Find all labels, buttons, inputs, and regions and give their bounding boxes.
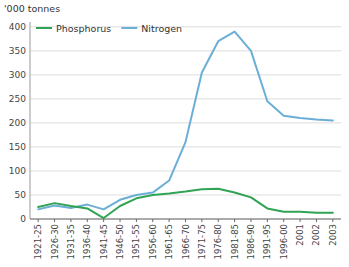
x-tick bbox=[70, 219, 71, 222]
x-tick bbox=[300, 219, 301, 222]
x-tick-label: 1936-40 bbox=[82, 224, 92, 260]
x-tick-label: 1991-95 bbox=[262, 224, 272, 260]
grid-line bbox=[30, 170, 341, 171]
x-tick-label: 1956-60 bbox=[148, 224, 158, 260]
y-tick-label: 250 bbox=[9, 94, 26, 104]
x-tick-label: 2002 bbox=[311, 224, 321, 246]
legend-label: Nitrogen bbox=[141, 23, 182, 34]
legend: Phosphorus Nitrogen bbox=[36, 23, 182, 34]
legend-label: Phosphorus bbox=[56, 23, 111, 34]
legend-swatch bbox=[121, 27, 137, 29]
legend-item: Phosphorus bbox=[36, 23, 111, 34]
x-tick-label: 1971-75 bbox=[197, 224, 207, 260]
x-tick bbox=[332, 219, 333, 222]
x-tick bbox=[38, 219, 39, 222]
x-tick bbox=[54, 219, 55, 222]
x-tick bbox=[201, 219, 202, 222]
x-tick bbox=[120, 219, 121, 222]
lines bbox=[38, 32, 333, 218]
x-tick-label: 1951-55 bbox=[131, 224, 141, 260]
x-tick bbox=[316, 219, 317, 222]
grid-line bbox=[30, 122, 341, 123]
series-line bbox=[38, 189, 333, 218]
y-axis-line bbox=[30, 22, 31, 219]
x-tick-label: 1926-30 bbox=[50, 224, 60, 260]
y-tick-label: 400 bbox=[9, 22, 26, 32]
grid-line bbox=[30, 146, 341, 147]
x-tick-label: 1981-85 bbox=[230, 224, 240, 260]
x-tick bbox=[250, 219, 251, 222]
x-tick-label: 1986-90 bbox=[246, 224, 256, 260]
x-tick bbox=[234, 219, 235, 222]
x-tick-label: 1946-50 bbox=[115, 224, 125, 260]
grid-line bbox=[30, 98, 341, 99]
chart: 0 50 100 150 200 250 300 350 400 1921-25 1926-30 19… bbox=[0, 0, 349, 267]
x-tick-label: 1996-00 bbox=[279, 224, 289, 260]
y-tick-label: 100 bbox=[9, 166, 26, 176]
grid-line bbox=[30, 194, 341, 195]
x-tick bbox=[169, 219, 170, 222]
legend-swatch bbox=[36, 27, 52, 29]
y-tick-label: 50 bbox=[15, 190, 27, 200]
x-tick bbox=[185, 219, 186, 222]
x-tick bbox=[87, 219, 88, 222]
x-tick bbox=[267, 219, 268, 222]
x-tick-label: 1921-25 bbox=[33, 224, 43, 260]
y-tick-label: 150 bbox=[9, 142, 26, 152]
y-tick-label: 200 bbox=[9, 118, 26, 128]
series-line bbox=[38, 32, 333, 210]
grid bbox=[30, 27, 341, 219]
x-tick-label: 1961-65 bbox=[164, 224, 174, 260]
legend-item: Nitrogen bbox=[121, 23, 182, 34]
y-axis-label: '000 tonnes bbox=[4, 3, 60, 14]
x-tick bbox=[152, 219, 153, 222]
x-tick bbox=[136, 219, 137, 222]
y-tick-label: 300 bbox=[9, 70, 26, 80]
x-tick-label: 2001 bbox=[295, 224, 305, 246]
x-tick bbox=[283, 219, 284, 222]
x-tick-label: 2003 bbox=[328, 224, 338, 246]
x-tick-label: 1966-70 bbox=[181, 224, 191, 260]
y-tick-label: 0 bbox=[20, 214, 26, 224]
grid-line bbox=[30, 74, 341, 75]
grid-line bbox=[30, 50, 341, 51]
x-tick-label: 1941-45 bbox=[99, 224, 109, 260]
x-tick bbox=[103, 219, 104, 222]
x-tick bbox=[218, 219, 219, 222]
x-tick-label: 1976-80 bbox=[213, 224, 223, 260]
x-tick-label: 1931-35 bbox=[66, 224, 76, 260]
y-tick-label: 350 bbox=[9, 46, 26, 56]
